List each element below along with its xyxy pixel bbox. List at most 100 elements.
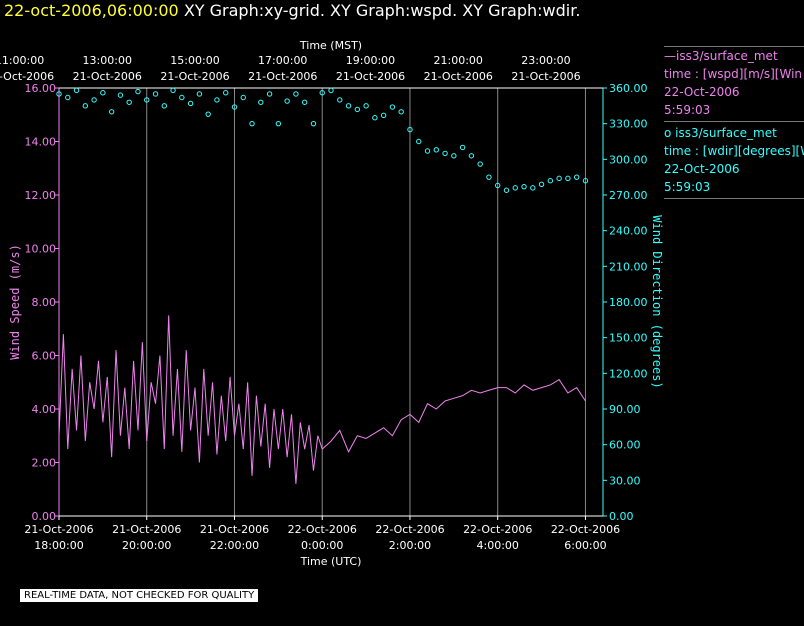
series-line-wind-speed <box>58 315 586 484</box>
wind-direction-point <box>56 91 62 97</box>
wind-direction-point <box>495 182 501 189</box>
right-tick-label: 300.00 <box>609 153 648 166</box>
wind-direction-point <box>407 126 413 133</box>
wind-direction-point <box>416 138 422 145</box>
top-axis-label: Time (MST) <box>299 39 362 52</box>
wind-direction-point <box>187 100 194 107</box>
right-tick-label: 360.00 <box>609 82 648 95</box>
wind-direction-point <box>179 94 185 101</box>
left-tick-label: 6.00 <box>32 350 57 363</box>
right-tick-label: 150.00 <box>609 332 648 345</box>
chart-title: 22-oct-2006,06:00:00 XY Graph:xy-grid. X… <box>4 1 580 20</box>
wind-direction-point <box>214 97 220 103</box>
right-tick-label: 120.00 <box>609 367 648 380</box>
right-tick-label: 0.00 <box>609 510 634 523</box>
bottom-tick-time: 22:00:00 <box>210 539 259 552</box>
wind-direction-point <box>310 120 317 127</box>
wind-direction-point <box>442 150 448 157</box>
wind-direction-point <box>451 153 457 159</box>
wind-direction-point <box>108 109 115 115</box>
bottom-tick-time: 0:00:00 <box>301 539 343 552</box>
bottom-tick-time: 20:00:00 <box>122 539 171 552</box>
wind-direction-point <box>284 98 290 104</box>
top-tick-date: 21-Oct-2006 <box>0 70 54 83</box>
wind-direction-point <box>152 91 159 97</box>
wind-direction-point <box>240 94 246 101</box>
wind-direction-point <box>363 103 369 109</box>
left-tick-label: 2.00 <box>32 457 57 470</box>
wind-direction-point <box>372 115 378 121</box>
top-tick-time: 17:00:00 <box>258 54 307 67</box>
wind-direction-point <box>205 111 211 117</box>
left-tick-label: 8.00 <box>32 296 57 309</box>
title-timestamp: 22-oct-2006,06:00:00 <box>4 1 179 20</box>
wind-direction-point <box>266 91 273 97</box>
wind-direction-point <box>573 174 580 180</box>
wind-direction-point <box>144 97 150 103</box>
wind-direction-point <box>100 90 106 96</box>
legend-entry-speed: —iss3/surface_met time : [wspd][m/s][Win… <box>664 46 804 122</box>
bottom-tick-time: 18:00:00 <box>34 539 83 552</box>
top-tick-time: 21:00:00 <box>434 54 483 67</box>
wind-direction-point <box>503 187 510 193</box>
top-tick-date: 21-Oct-2006 <box>511 70 580 83</box>
right-axis-label: Wind Direction (degrees) <box>650 215 664 388</box>
top-tick-time: 23:00:00 <box>521 54 570 67</box>
left-tick-label: 14.00 <box>25 136 57 149</box>
wind-direction-point <box>319 90 325 96</box>
legend-time: 5:59:03 <box>664 103 711 117</box>
legend-date: 22-Oct-2006 <box>664 162 740 176</box>
top-tick-time: 19:00:00 <box>346 54 395 67</box>
right-tick-label: 330.00 <box>609 118 648 131</box>
wind-direction-point <box>82 103 89 109</box>
left-axis-label: Wind Speed (m/s) <box>8 244 22 360</box>
top-tick-date: 21-Oct-2006 <box>248 70 317 83</box>
bottom-tick-time: 6:00:00 <box>564 539 606 552</box>
wind-direction-point <box>65 94 71 101</box>
wind-direction-point <box>328 87 334 94</box>
wind-direction-point <box>468 153 475 159</box>
wind-direction-point <box>433 147 439 153</box>
wind-direction-point <box>293 91 299 97</box>
legend-entry-direction: o iss3/surface_met time : [wdir][degrees… <box>664 124 804 199</box>
wind-direction-point <box>337 97 343 103</box>
bottom-tick-date: 21-Oct-2006 <box>112 523 181 536</box>
bottom-tick-time: 2:00:00 <box>389 539 431 552</box>
quality-note: REAL-TIME DATA, NOT CHECKED FOR QUALITY <box>20 589 259 602</box>
wind-direction-point <box>258 99 264 105</box>
top-tick-time: 11:00:00 <box>0 54 44 67</box>
wind-direction-point <box>354 106 361 113</box>
wind-direction-point <box>126 99 132 105</box>
legend-line-icon: — <box>664 49 676 63</box>
legend-circle-icon: o <box>664 126 676 140</box>
wind-direction-point <box>521 183 527 190</box>
wind-direction-point <box>135 88 141 95</box>
legend-label: iss3/surface_met <box>676 49 778 63</box>
right-tick-label: 60.00 <box>609 439 641 452</box>
right-tick-label: 270.00 <box>609 189 648 202</box>
wind-direction-point <box>345 103 352 109</box>
wind-direction-point <box>91 97 97 103</box>
wind-direction-point <box>424 148 431 154</box>
top-tick-date: 21-Oct-2006 <box>73 70 142 83</box>
wind-direction-point <box>301 99 308 105</box>
wind-direction-point <box>380 112 387 119</box>
wind-direction-point <box>117 92 124 98</box>
wind-direction-point <box>486 174 492 180</box>
bottom-tick-date: 21-Oct-2006 <box>200 523 269 536</box>
bottom-tick-date: 21-Oct-2006 <box>24 523 93 536</box>
wind-direction-point <box>223 90 229 96</box>
wind-direction-point <box>398 109 404 115</box>
right-tick-label: 90.00 <box>609 403 641 416</box>
wind-direction-point <box>275 120 282 127</box>
right-tick-label: 180.00 <box>609 296 648 309</box>
left-tick-label: 10.00 <box>25 243 57 256</box>
title-graph-names: XY Graph:xy-grid. XY Graph:wspd. XY Grap… <box>183 1 581 20</box>
wind-direction-point <box>161 103 167 109</box>
top-tick-date: 21-Oct-2006 <box>336 70 405 83</box>
wind-direction-point <box>547 178 554 184</box>
bottom-tick-date: 22-Oct-2006 <box>551 523 620 536</box>
wind-direction-point <box>231 104 238 110</box>
bottom-tick-date: 22-Oct-2006 <box>463 523 532 536</box>
